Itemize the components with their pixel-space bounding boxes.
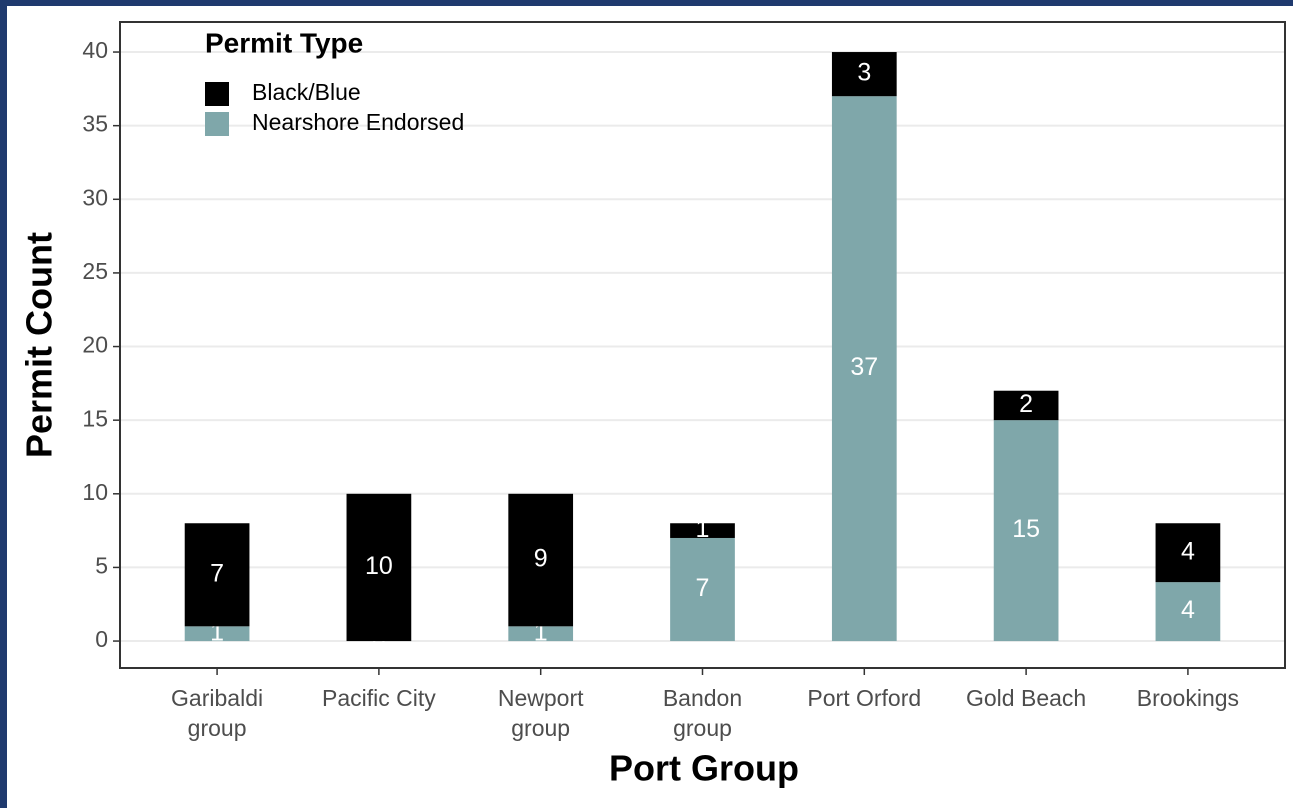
data-label: 4 bbox=[1181, 596, 1195, 624]
data-label: 9 bbox=[534, 545, 548, 573]
bar-segment bbox=[831, 52, 897, 97]
data-label: 1 bbox=[696, 515, 710, 543]
legend-title: Permit Type bbox=[205, 27, 363, 58]
x-tick-label: Port Orford bbox=[807, 685, 921, 711]
data-label: 7 bbox=[696, 574, 710, 602]
data-label: 37 bbox=[850, 353, 878, 381]
y-tick-label: 30 bbox=[82, 184, 108, 210]
y-tick-label: 0 bbox=[95, 626, 108, 652]
legend-swatch bbox=[205, 82, 229, 106]
x-tick-label: Bandon group bbox=[663, 685, 742, 741]
data-label: 15 bbox=[1012, 515, 1040, 543]
x-tick-label: Gold Beach bbox=[966, 685, 1086, 711]
x-tick-label: Brookings bbox=[1137, 685, 1239, 711]
y-axis-title: Permit Count bbox=[19, 232, 60, 458]
bar-segment bbox=[670, 537, 735, 642]
y-tick-label: 5 bbox=[95, 553, 108, 579]
y-tick-label: 25 bbox=[82, 258, 108, 284]
bar-segment bbox=[993, 420, 1059, 642]
bar-segment bbox=[184, 523, 250, 627]
data-label: 2 bbox=[1019, 390, 1033, 418]
y-tick-label: 35 bbox=[82, 111, 108, 137]
background bbox=[7, 6, 1293, 808]
bar-segment bbox=[1155, 523, 1221, 583]
data-label: 3 bbox=[857, 59, 871, 87]
data-label: 7 bbox=[210, 559, 224, 587]
bar-segment bbox=[346, 493, 412, 642]
bar-segment bbox=[993, 390, 1059, 421]
legend-swatch bbox=[205, 112, 229, 136]
bar-segment bbox=[670, 523, 735, 538]
bar-segment bbox=[184, 626, 250, 642]
bar-segment bbox=[508, 493, 574, 627]
panel-border bbox=[119, 21, 1286, 669]
y-tick-label: 10 bbox=[82, 479, 108, 505]
legend-label: Nearshore Endorsed bbox=[252, 109, 464, 135]
bar-segment bbox=[1155, 582, 1221, 642]
y-tick-label: 20 bbox=[82, 332, 108, 358]
bar-segment bbox=[508, 626, 574, 642]
data-label: 4 bbox=[1181, 537, 1195, 565]
x-axis-title: Port Group bbox=[609, 748, 799, 789]
legend-label: Black/Blue bbox=[252, 79, 361, 105]
data-label: 10 bbox=[365, 552, 393, 580]
x-tick-label: Garibaldi group bbox=[171, 685, 263, 741]
x-tick-label: Newport group bbox=[498, 685, 584, 741]
y-tick-label: 40 bbox=[82, 37, 108, 63]
bar-segment bbox=[831, 96, 897, 642]
x-tick-label: Pacific City bbox=[322, 685, 436, 711]
y-tick-label: 15 bbox=[82, 405, 108, 431]
